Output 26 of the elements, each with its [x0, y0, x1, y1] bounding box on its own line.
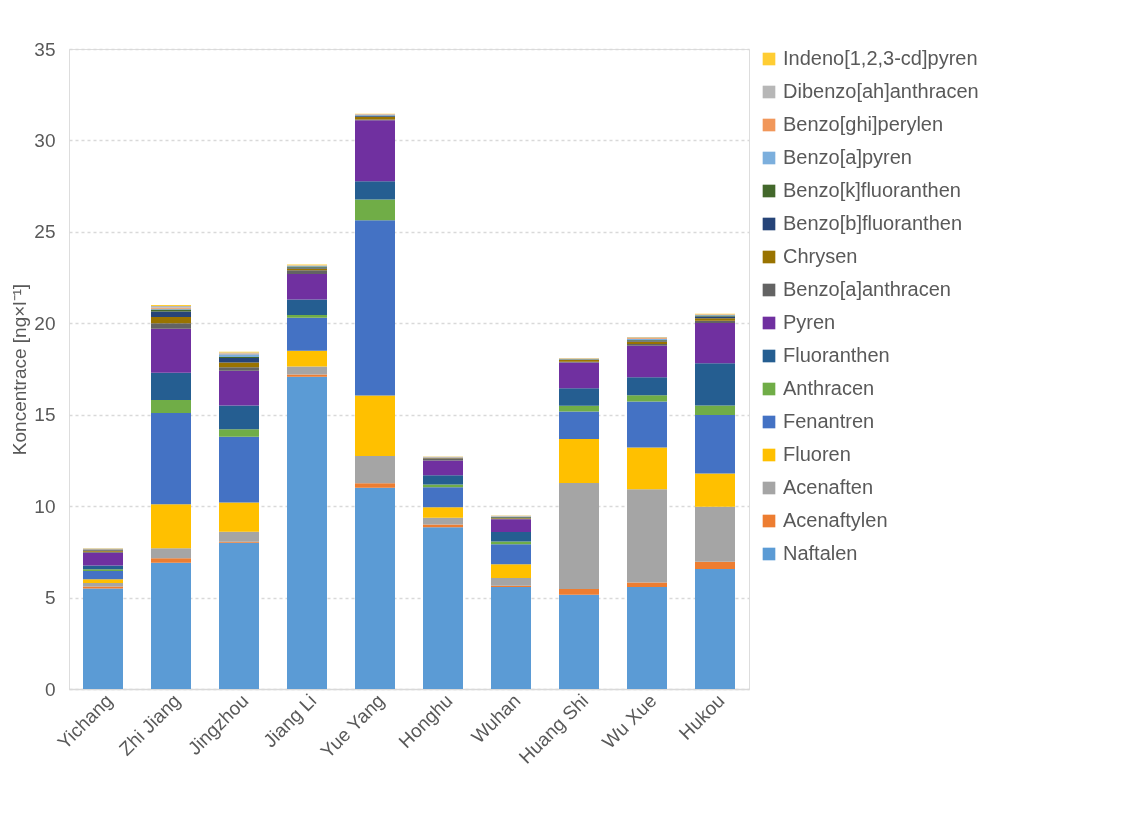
y-tick-label: 35 [34, 38, 56, 60]
y-tick-label: 0 [44, 678, 56, 700]
legend-label: Pyren [783, 311, 836, 333]
y-tick-label: 20 [34, 312, 56, 334]
y-axis-title: Koncentrace [ng×l⁻¹] [9, 283, 31, 456]
y-tick-label: 5 [44, 587, 56, 609]
legend-label: Fluoranthen [783, 344, 890, 366]
legend-label: Fluoren [783, 443, 851, 465]
legend-label: Benzo[k]fluoranthen [783, 179, 961, 201]
y-tick-label: 10 [34, 495, 56, 517]
legend-label: Benzo[a]pyren [783, 146, 912, 168]
y-tick-label: 30 [34, 129, 56, 151]
legend-label: Acenaftylen [783, 509, 888, 531]
legend-label: Indeno[1,2,3-cd]pyren [783, 47, 978, 69]
legend-label: Anthracen [783, 377, 875, 399]
legend-label: Benzo[ghi]perylen [783, 113, 944, 135]
y-tick-label: 15 [34, 404, 56, 426]
legend-label: Fenantren [783, 410, 875, 432]
legend-label: Benzo[a]anthracen [783, 278, 951, 300]
legend-label: Benzo[b]fluoranthen [783, 212, 963, 234]
legend-label: Naftalen [783, 542, 858, 564]
legend-label: Dibenzo[ah]anthracen [783, 80, 979, 102]
x-tick-label: Wu Xue [598, 690, 661, 753]
legend-label: Acenaften [783, 476, 874, 498]
y-tick-label: 25 [34, 221, 56, 243]
legend-label: Chrysen [783, 245, 858, 267]
